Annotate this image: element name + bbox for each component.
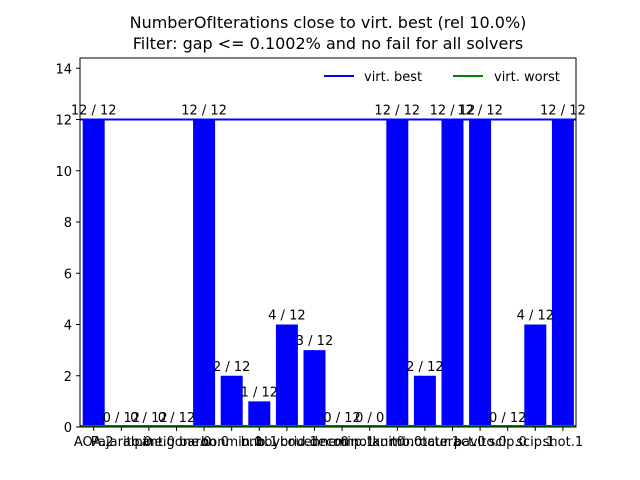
legend: virt. best virt. worst xyxy=(324,70,560,85)
x-tick-label-17: shot.1 xyxy=(543,435,583,450)
y-axis: 0 2 4 6 8 10 12 14 xyxy=(55,62,80,436)
y-tick-label-6: 6 xyxy=(64,267,72,282)
y-tick-label-4: 4 xyxy=(64,319,72,334)
chart-title-line-2: Filter: gap <= 0.1002% and no fail for a… xyxy=(133,34,523,53)
bar-4 xyxy=(193,119,216,427)
x-tick-label-16: scip.1 xyxy=(516,435,554,450)
x-tick-label-1: Pajarito.0 xyxy=(91,435,152,450)
bar-value-label-11: 12 / 12 xyxy=(374,104,420,119)
bar-value-label-9: 0 / 12 xyxy=(323,411,360,426)
reference-lines xyxy=(80,118,576,427)
y-tick-label-8: 8 xyxy=(64,216,72,231)
x-tick-label-12: minotaur.1 xyxy=(390,435,460,450)
y-tick-label-2: 2 xyxy=(64,370,72,385)
bar-5 xyxy=(220,375,243,427)
bar-value-label-10: 0 / 0 xyxy=(355,411,384,426)
bar-value-label-12: 2 / 12 xyxy=(406,360,443,375)
legend-label-virt-best: virt. best xyxy=(364,70,422,85)
x-tick-label-4: baron.0 xyxy=(179,435,229,450)
x-axis: AOA.2Pajarito.0alpine.0antigone.0baron.0… xyxy=(74,427,583,450)
bar-17 xyxy=(551,119,574,427)
x-tick-label-0: AOA.2 xyxy=(74,435,114,450)
bar-value-label-14: 12 / 12 xyxy=(457,104,503,119)
bar-11 xyxy=(386,119,409,427)
bar-value-label-6: 1 / 12 xyxy=(241,385,278,400)
bar-14 xyxy=(469,119,492,427)
bar-value-label-17: 12 / 12 xyxy=(540,104,586,119)
bar-16 xyxy=(524,324,547,427)
y-tick-label-10: 10 xyxy=(55,165,72,180)
bar-value-label-5: 2 / 12 xyxy=(213,360,250,375)
bar-6 xyxy=(248,401,271,427)
bar-value-label-13: 12 / 12 xyxy=(430,104,476,119)
x-tick-label-11: knitro.0 xyxy=(372,435,422,450)
bar-12 xyxy=(413,375,436,427)
x-tick-label-14: pavito.0 xyxy=(454,435,507,450)
bar-value-label-8: 3 / 12 xyxy=(296,334,333,349)
y-tick-label-14: 14 xyxy=(55,62,72,77)
bar-value-label-0: 12 / 12 xyxy=(71,104,117,119)
x-tick-label-7: bbybrid.1 xyxy=(256,435,318,450)
y-tick-label-12: 12 xyxy=(55,114,72,129)
bar-value-label-16: 4 / 12 xyxy=(517,309,554,324)
x-tick-label-10: minotaur.0 xyxy=(335,435,405,450)
x-tick-label-5: bonmin.0 xyxy=(201,435,262,450)
bar-value-label-3: 0 / 12 xyxy=(158,411,195,426)
x-tick-label-3: antigone.0 xyxy=(142,435,212,450)
x-tick-label-2: alpine.0 xyxy=(123,435,175,450)
bar-8 xyxy=(303,350,326,427)
bar-7 xyxy=(275,324,298,427)
plot-frame xyxy=(79,57,577,428)
chart-title: NumberOfIterations close to virt. best (… xyxy=(130,13,527,53)
x-tick-label-6: bnb.1 xyxy=(241,435,278,450)
bar-13 xyxy=(441,119,464,427)
bar-value-label-1: 0 / 12 xyxy=(103,411,140,426)
x-tick-label-15: scip.0 xyxy=(489,435,527,450)
x-tick-label-8: couenne.0 xyxy=(280,435,348,450)
bar-value-label-15: 0 / 12 xyxy=(489,411,526,426)
chart-title-line-1: NumberOfIterations close to virt. best (… xyxy=(130,13,527,32)
bar-0 xyxy=(82,119,105,427)
bar-value-label-4: 12 / 12 xyxy=(181,104,227,119)
x-tick-label-9: decomp.1 xyxy=(310,435,375,450)
bar-value-label-7: 4 / 12 xyxy=(268,309,305,324)
bar-value-label-2: 0 / 12 xyxy=(130,411,167,426)
y-tick-label-0: 0 xyxy=(64,421,72,436)
x-tick-label-13: octeract.0 xyxy=(419,435,485,450)
legend-label-virt-worst: virt. worst xyxy=(494,70,560,85)
bar-series xyxy=(82,119,574,427)
